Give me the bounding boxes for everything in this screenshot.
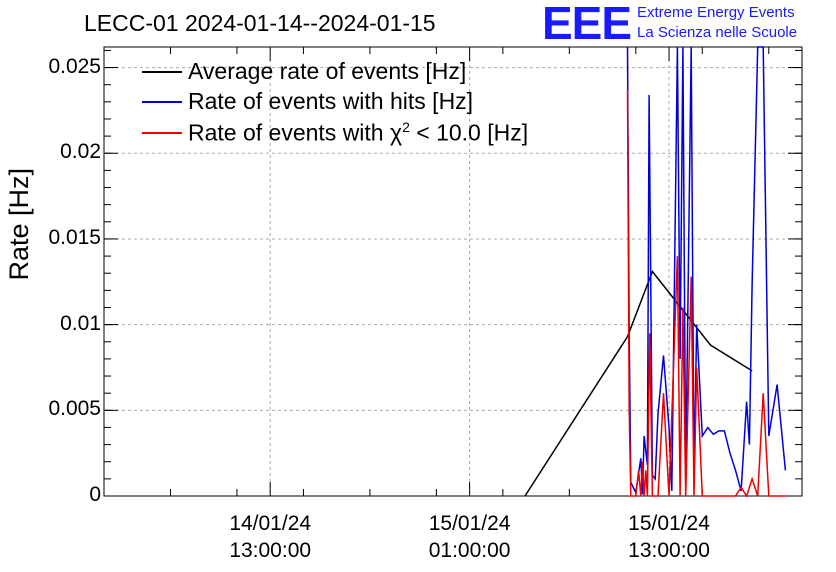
x-tick-label: 15/01/24 01:00:00 [405, 510, 535, 564]
logo-line-2: La Scienza nelle Scuole [637, 24, 798, 41]
legend-chi2: Rate of events with χ2 < 10.0 [Hz] [188, 119, 528, 147]
plot-frame [103, 46, 803, 497]
y-tick-label: 0.025 [48, 54, 101, 78]
x-tick-time: 13:00:00 [628, 539, 710, 562]
legend-chi2-pre: Rate of events with χ [188, 119, 403, 146]
eee-logo: EEE [542, 0, 632, 49]
series-line-2 [626, 89, 786, 498]
x-tick-label: 15/01/24 13:00:00 [604, 510, 734, 564]
x-tick-label: 14/01/24 13:00:00 [205, 510, 335, 564]
y-tick-label: 0.005 [48, 397, 101, 421]
y-tick-label: 0.01 [60, 311, 101, 335]
series-line-0 [524, 269, 753, 497]
x-tick-date: 15/01/24 [428, 512, 511, 535]
x-tick-date: 15/01/24 [628, 512, 710, 535]
y-axis-label: Rate [Hz] [4, 168, 34, 281]
legend-average: Average rate of events [Hz] [188, 58, 467, 84]
y-tick-label: 0.015 [48, 225, 101, 249]
y-tick-label: 0.02 [60, 140, 101, 164]
axis-ticks [103, 47, 802, 497]
y-tick-label: 0 [89, 483, 101, 506]
x-tick-time: 13:00:00 [229, 539, 312, 562]
chart-title: LECC-01 2024-01-14--2024-01-15 [84, 10, 436, 36]
legend-hits: Rate of events with hits [Hz] [188, 88, 474, 114]
series-line-1 [626, 46, 787, 496]
x-tick-date: 14/01/24 [229, 512, 312, 535]
logo-line-1: Extreme Energy Events [637, 4, 795, 21]
x-tick-time: 01:00:00 [428, 539, 511, 562]
legend-chi2-post: < 10.0 [Hz] [409, 119, 529, 146]
grid-lines [104, 47, 802, 496]
legend-chi2-sup: 2 [402, 119, 410, 135]
series-layer [524, 46, 787, 498]
